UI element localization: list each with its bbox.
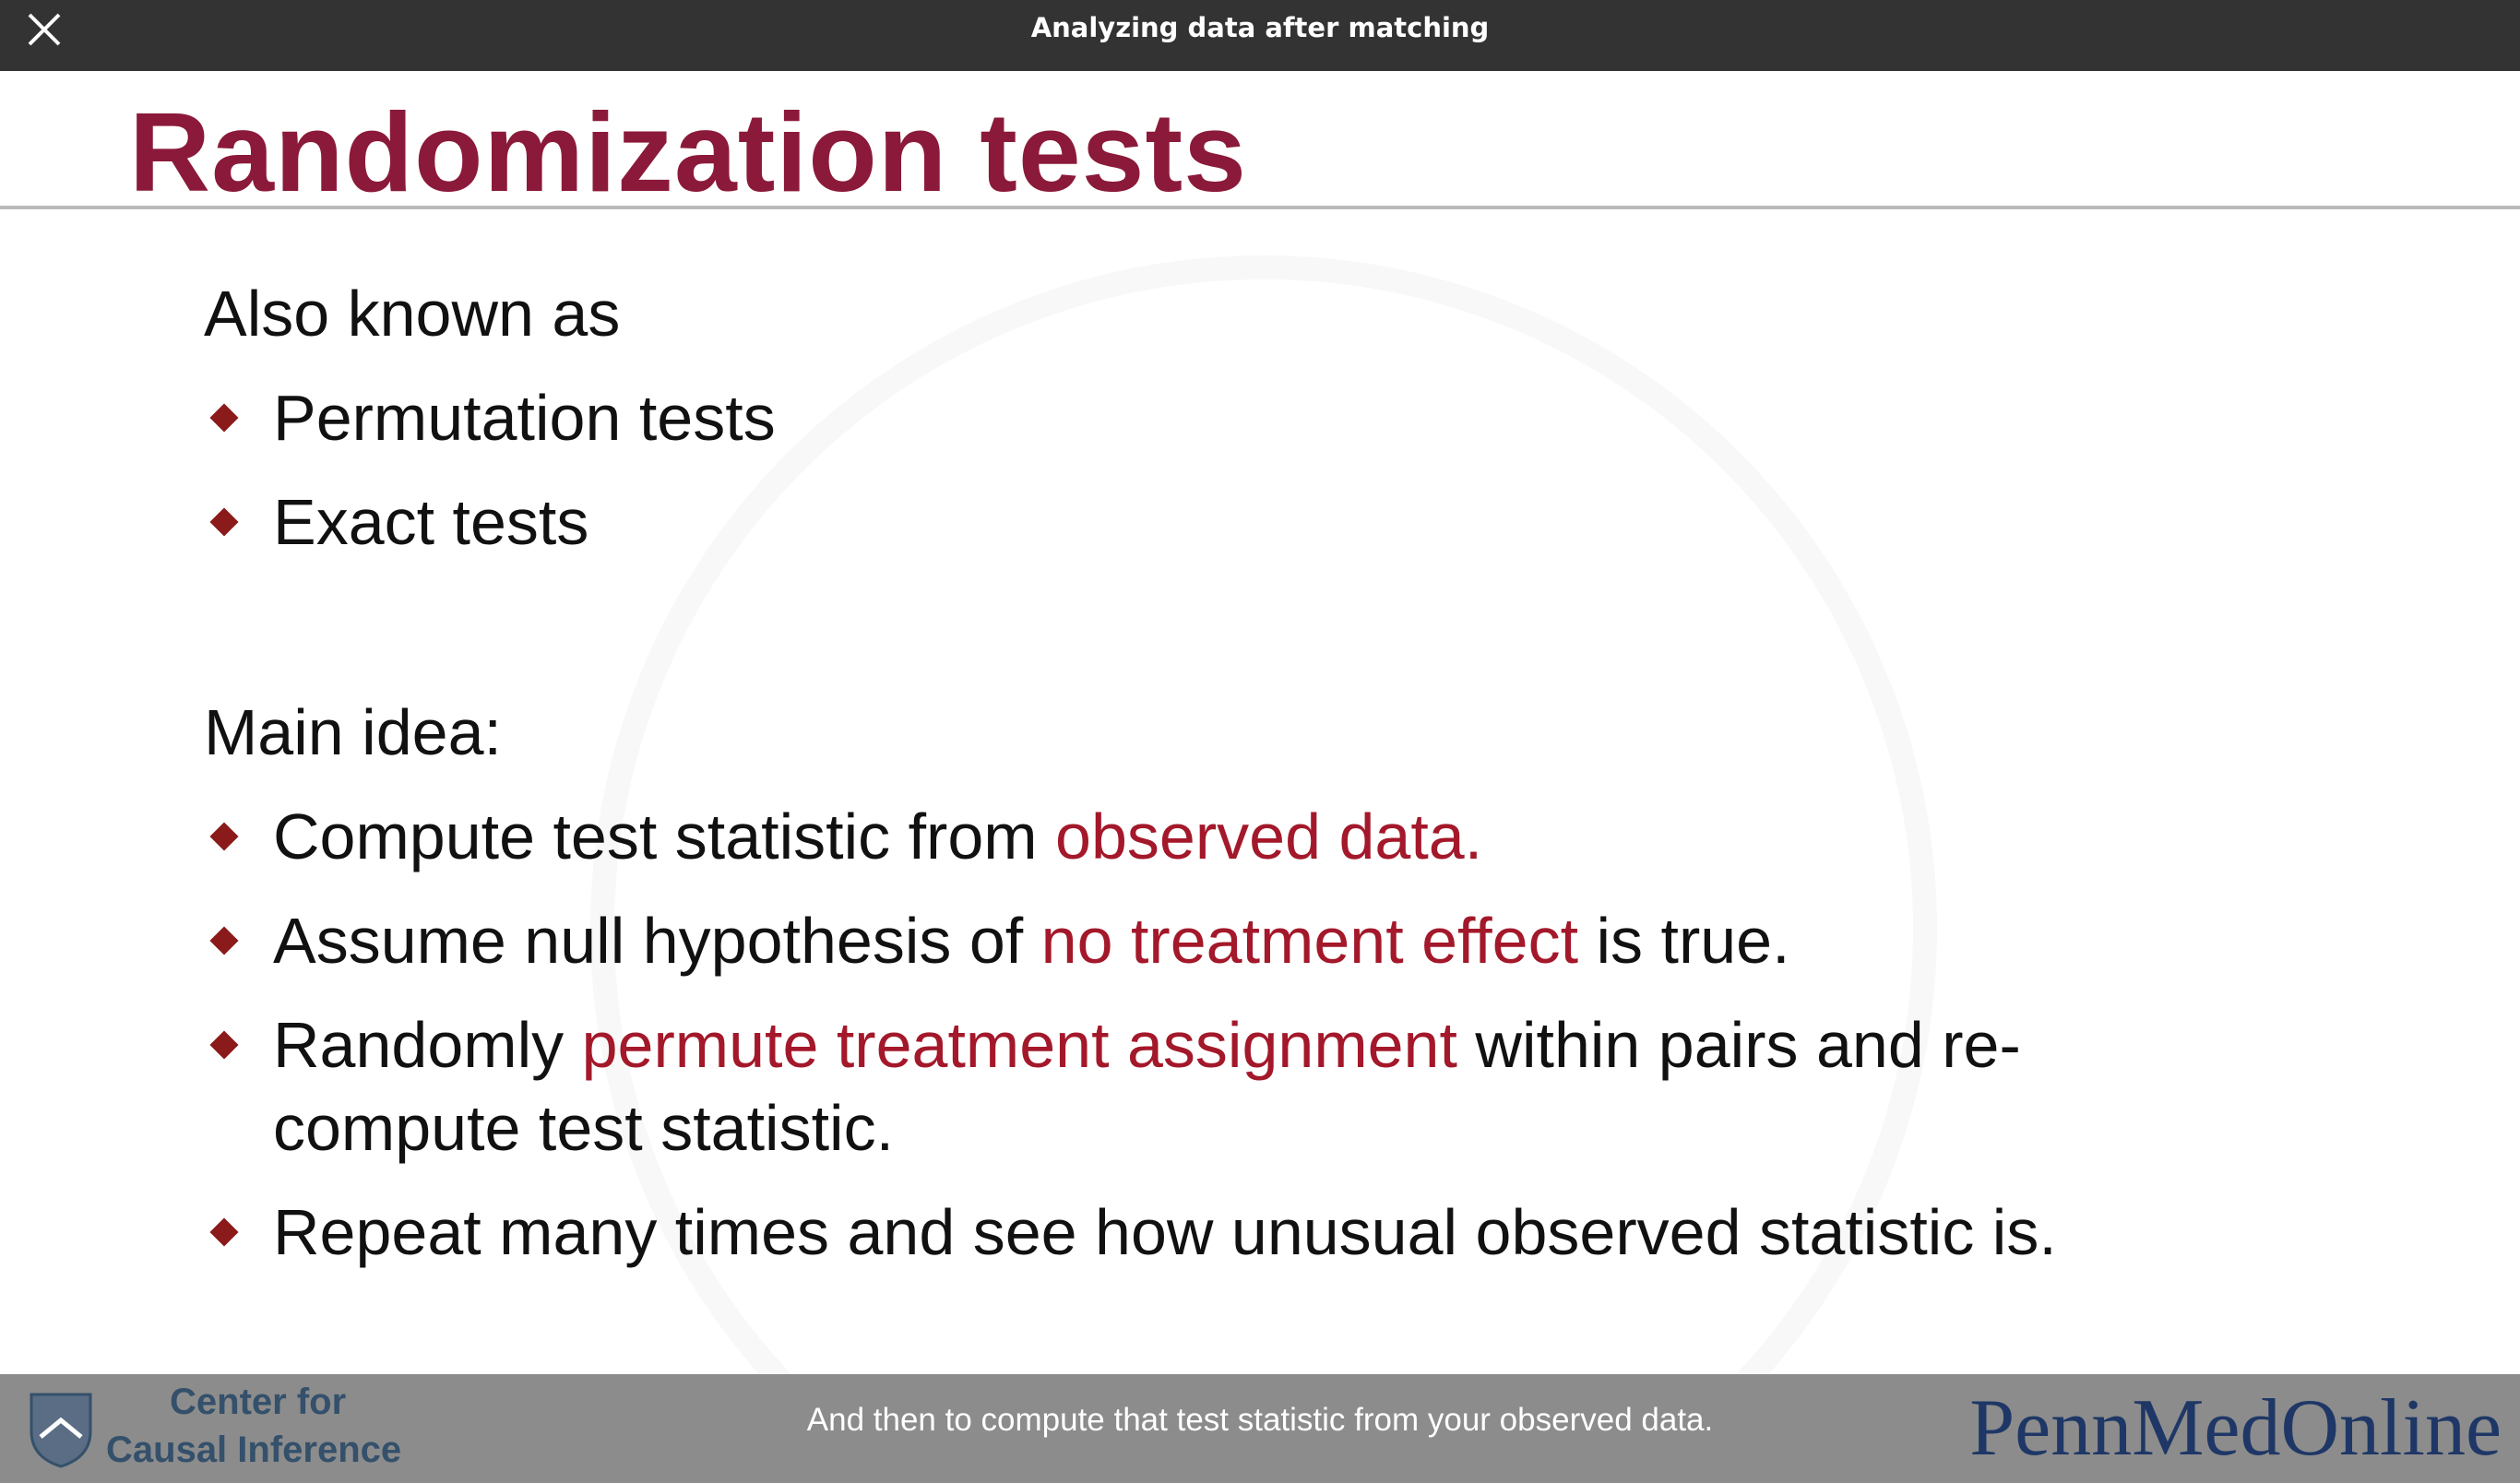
bullet-marker [209,822,239,851]
logo-shield [30,1393,92,1468]
bullet-text: Randomly permute treatment assignment wi… [273,1003,2210,1169]
bullet-marker [209,926,239,955]
emphasis-text: observed data. [1055,801,1483,872]
emphasis-text: permute treatment assignment [581,1009,1457,1081]
logo-line: Center for [170,1382,347,1422]
bullet-marker [209,1030,239,1060]
title-rule [0,206,2520,209]
video-title: Analyzing data after matching [1030,12,1490,43]
slide-title: Randomization tests [129,89,1248,215]
logo-line: Causal Inference [106,1430,402,1470]
text-segment: Randomly [273,1009,582,1081]
footer: Center for Causal Inference And then to … [0,1374,2520,1483]
section-heading: Also known as [204,278,621,350]
bullet-text: Assume null hypothesis of no treatment e… [273,899,2210,982]
text-segment: Compute test statistic from [273,801,1056,872]
emphasis-text: no treatment effect [1040,905,1579,977]
text-segment: within pairs and re-compute test statist… [273,1009,2021,1164]
bullet-marker [209,507,239,537]
text-segment: Permutation tests [273,382,776,454]
text-segment: Repeat many times and see how unusual ob… [273,1196,2057,1268]
caption: And then to compute that test statistic … [806,1402,1714,1438]
bullet-marker [209,1217,239,1247]
bullet-text: Permutation tests [273,376,2210,459]
bullet-text: Repeat many times and see how unusual ob… [273,1191,2210,1274]
bullet-text: Compute test statistic from observed dat… [273,795,2210,878]
section-heading: Main idea: [204,696,502,768]
brand: PennMedOnline [1969,1383,2502,1473]
bullet-text: Exact tests [273,480,2210,564]
bullet-marker [209,403,239,433]
close-button[interactable] [26,11,63,48]
top-bar: Analyzing data after matching [0,0,2520,71]
text-segment: is true. [1578,905,1790,977]
slide: Randomization tests Also known as Permuta… [0,71,2520,1483]
text-segment: Exact tests [273,486,589,558]
text-segment: Assume null hypothesis of [273,905,1041,977]
